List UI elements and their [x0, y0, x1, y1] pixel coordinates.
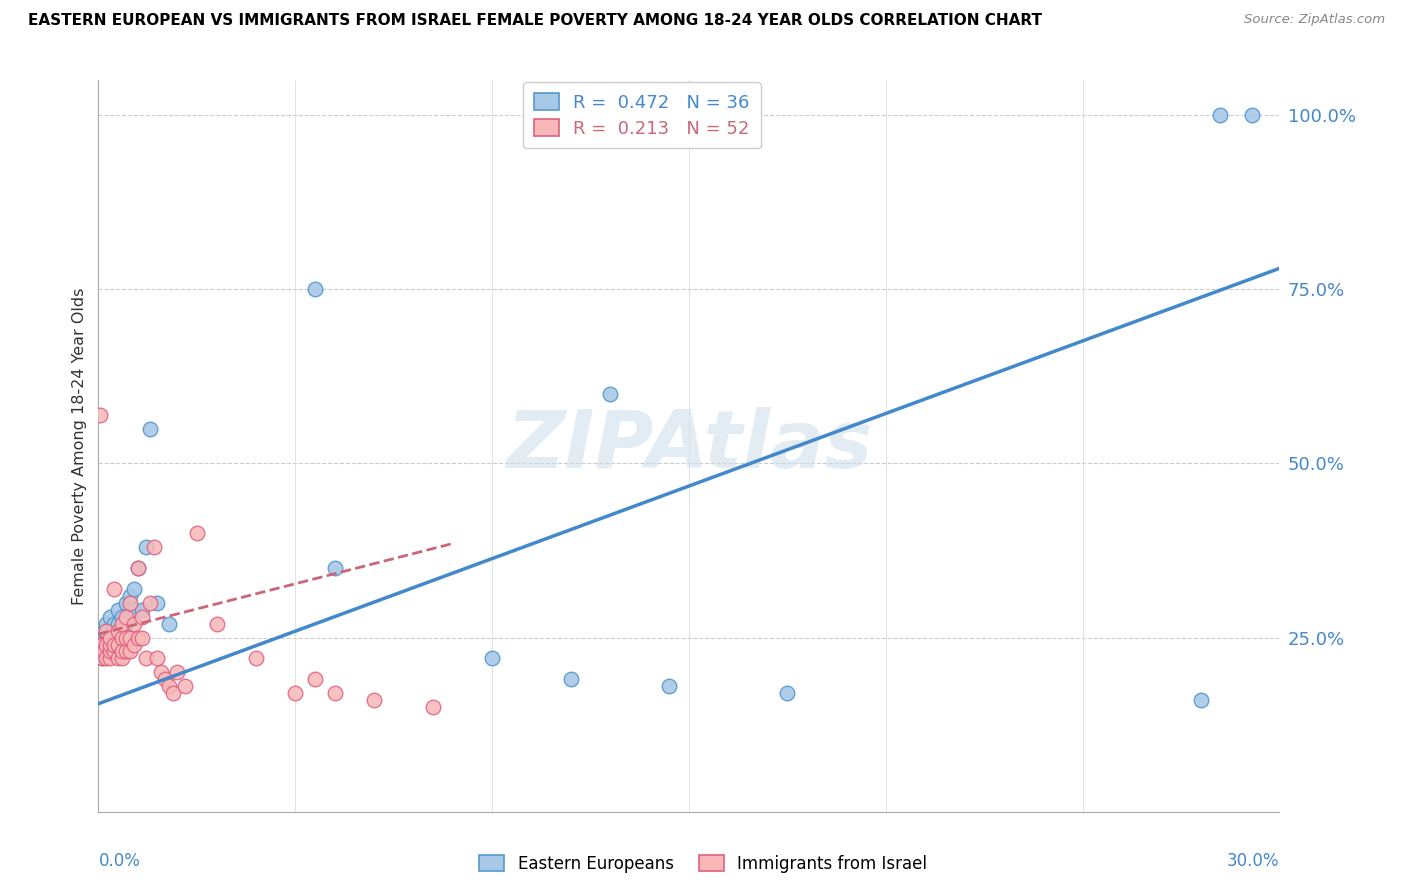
- Point: [107, 638, 129, 652]
- Point: [111, 631, 134, 645]
- Point: [1189, 693, 1212, 707]
- Point: [157, 679, 180, 693]
- Point: [304, 282, 326, 296]
- Legend: R =  0.472   N = 36, R =  0.213   N = 52: R = 0.472 N = 36, R = 0.213 N = 52: [523, 82, 761, 148]
- Point: [93, 624, 115, 638]
- Point: [118, 596, 141, 610]
- Point: [150, 665, 173, 680]
- Text: EASTERN EUROPEAN VS IMMIGRANTS FROM ISRAEL FEMALE POVERTY AMONG 18-24 YEAR OLDS : EASTERN EUROPEAN VS IMMIGRANTS FROM ISRA…: [28, 13, 1042, 29]
- Point: [135, 540, 157, 554]
- Point: [138, 596, 160, 610]
- Point: [105, 638, 128, 652]
- Point: [111, 644, 134, 658]
- Point: [138, 421, 160, 435]
- Legend: Eastern Europeans, Immigrants from Israel: Eastern Europeans, Immigrants from Israe…: [472, 848, 934, 880]
- Point: [205, 616, 228, 631]
- Point: [90, 638, 112, 652]
- Point: [89, 408, 111, 422]
- Point: [122, 603, 145, 617]
- Point: [107, 616, 129, 631]
- Point: [658, 679, 681, 693]
- Point: [111, 651, 134, 665]
- Point: [142, 540, 165, 554]
- Point: [166, 665, 188, 680]
- Point: [103, 631, 125, 645]
- Point: [103, 582, 125, 596]
- Point: [103, 644, 125, 658]
- Point: [481, 651, 503, 665]
- Point: [118, 609, 141, 624]
- Text: ZIPAtlas: ZIPAtlas: [506, 407, 872, 485]
- Point: [91, 638, 114, 652]
- Point: [98, 651, 121, 665]
- Point: [1209, 108, 1232, 122]
- Point: [98, 609, 121, 624]
- Point: [146, 651, 169, 665]
- Point: [107, 651, 129, 665]
- Point: [323, 561, 346, 575]
- Point: [115, 616, 138, 631]
- Point: [363, 693, 385, 707]
- Point: [127, 561, 149, 575]
- Point: [96, 624, 118, 638]
- Text: 30.0%: 30.0%: [1227, 852, 1279, 870]
- Point: [131, 603, 153, 617]
- Point: [98, 638, 121, 652]
- Point: [107, 631, 129, 645]
- Point: [118, 631, 141, 645]
- Point: [157, 616, 180, 631]
- Point: [103, 616, 125, 631]
- Point: [186, 526, 208, 541]
- Point: [115, 631, 138, 645]
- Point: [101, 624, 124, 638]
- Point: [118, 589, 141, 603]
- Text: 0.0%: 0.0%: [98, 852, 141, 870]
- Point: [122, 616, 145, 631]
- Point: [98, 644, 121, 658]
- Point: [91, 651, 114, 665]
- Point: [93, 644, 115, 658]
- Point: [245, 651, 267, 665]
- Point: [1240, 108, 1263, 122]
- Point: [599, 386, 621, 401]
- Point: [323, 686, 346, 700]
- Point: [111, 624, 134, 638]
- Point: [155, 673, 177, 687]
- Point: [146, 596, 169, 610]
- Point: [107, 624, 129, 638]
- Point: [96, 638, 118, 652]
- Point: [91, 651, 114, 665]
- Point: [107, 603, 129, 617]
- Point: [111, 609, 134, 624]
- Point: [127, 561, 149, 575]
- Point: [115, 596, 138, 610]
- Text: Source: ZipAtlas.com: Source: ZipAtlas.com: [1244, 13, 1385, 27]
- Point: [98, 638, 121, 652]
- Point: [127, 631, 149, 645]
- Point: [111, 616, 134, 631]
- Point: [115, 644, 138, 658]
- Point: [103, 638, 125, 652]
- Point: [97, 631, 120, 645]
- Point: [122, 582, 145, 596]
- Point: [131, 609, 153, 624]
- Point: [98, 631, 121, 645]
- Point: [96, 651, 118, 665]
- Point: [560, 673, 582, 687]
- Point: [96, 644, 118, 658]
- Point: [135, 651, 157, 665]
- Point: [422, 700, 444, 714]
- Point: [131, 631, 153, 645]
- Point: [162, 686, 184, 700]
- Point: [122, 638, 145, 652]
- Point: [304, 673, 326, 687]
- Point: [776, 686, 799, 700]
- Point: [115, 609, 138, 624]
- Point: [118, 644, 141, 658]
- Y-axis label: Female Poverty Among 18-24 Year Olds: Female Poverty Among 18-24 Year Olds: [72, 287, 87, 605]
- Point: [174, 679, 197, 693]
- Point: [284, 686, 307, 700]
- Point: [96, 616, 118, 631]
- Point: [89, 638, 111, 652]
